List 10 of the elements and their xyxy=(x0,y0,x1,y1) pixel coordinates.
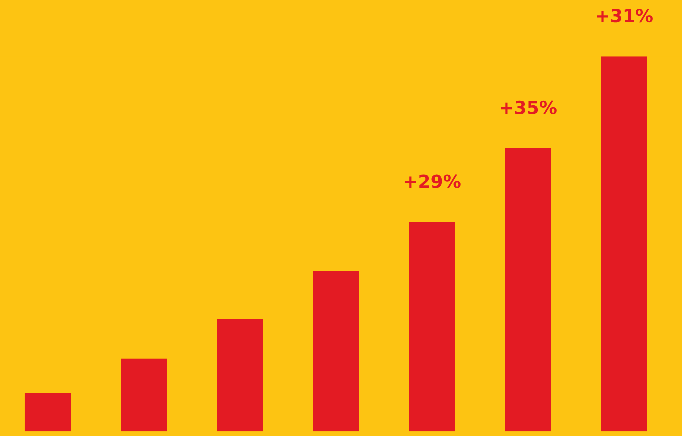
bar xyxy=(313,272,360,432)
annotation: +35% xyxy=(501,100,557,114)
bar xyxy=(217,319,264,432)
annotation: +29% xyxy=(404,174,461,188)
bar xyxy=(121,358,168,432)
bar xyxy=(505,148,552,432)
bar xyxy=(24,393,72,432)
bar xyxy=(601,56,648,432)
text: +31% xyxy=(597,8,653,23)
bar xyxy=(409,222,456,432)
